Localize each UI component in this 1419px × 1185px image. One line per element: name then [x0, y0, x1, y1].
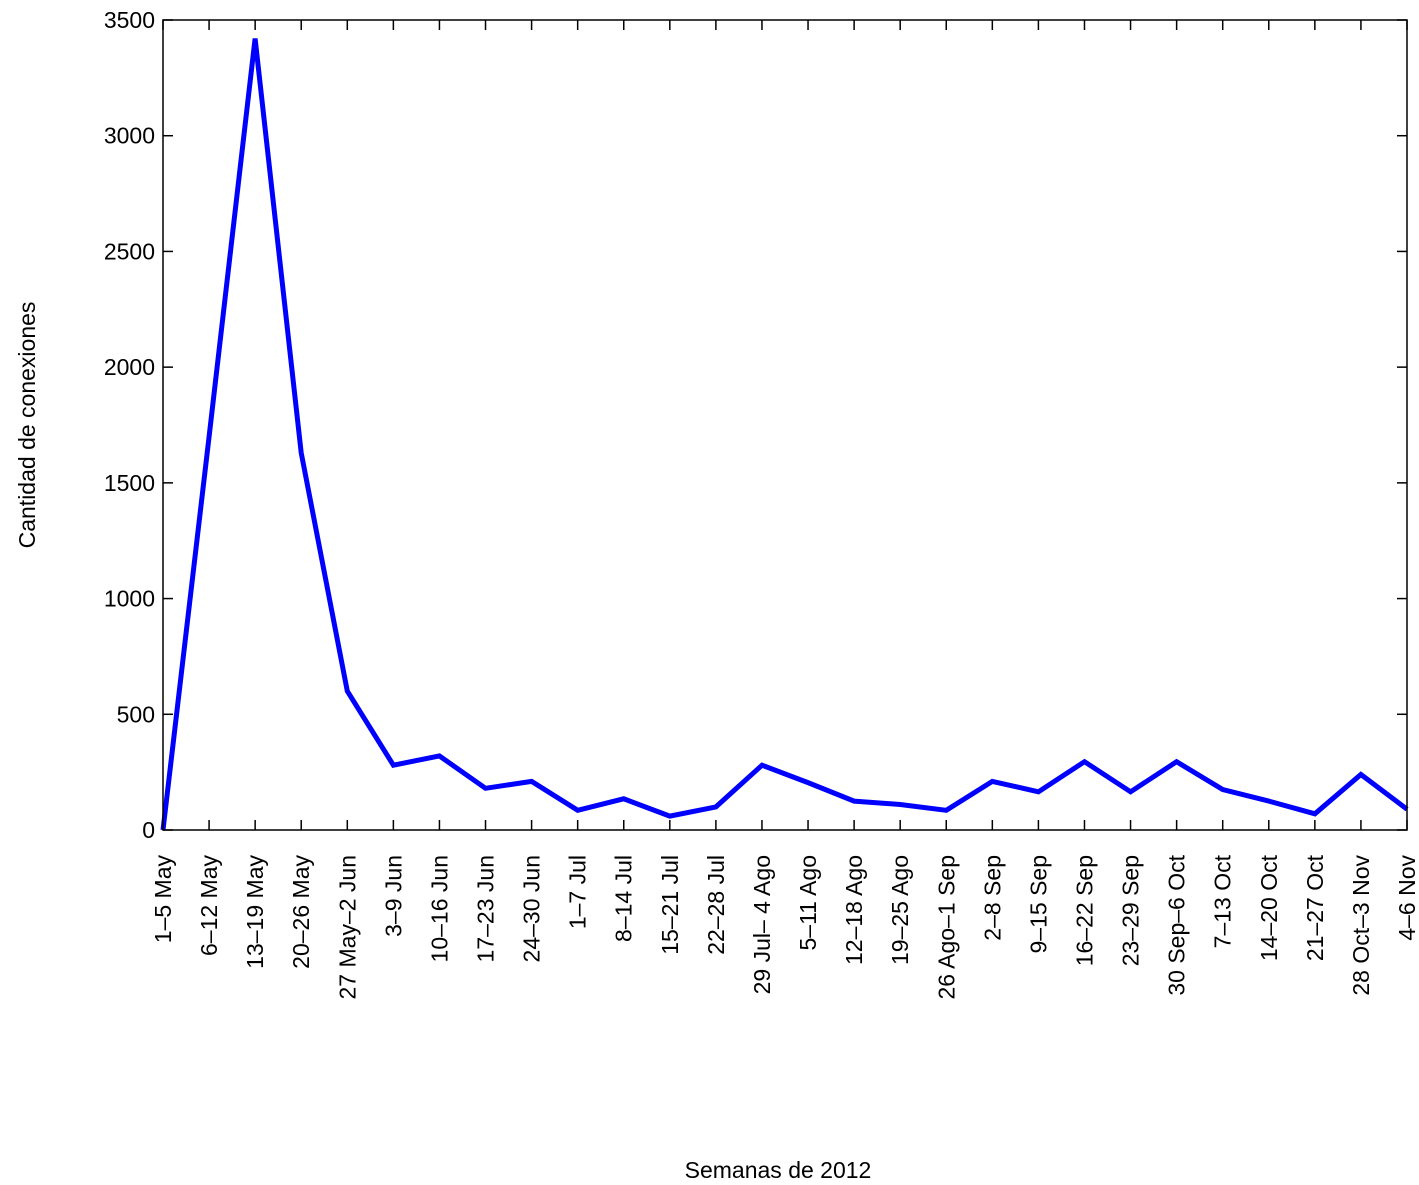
y-tick-label: 2500: [104, 238, 155, 264]
y-tick-label: 1000: [104, 586, 155, 612]
plot-frame: [162, 19, 1408, 831]
x-tick-label: 20–26 May: [288, 855, 314, 969]
y-tick-label: 1500: [104, 470, 155, 496]
plot-area: [163, 20, 1407, 830]
y-tick-label: 2000: [104, 354, 155, 380]
x-axis-title: Semanas de 2012: [685, 1157, 872, 1183]
y-tick-label: 0: [142, 817, 155, 843]
x-tick-label: 16–22 Sep: [1071, 855, 1097, 966]
y-tick-label: 500: [117, 701, 155, 727]
x-tick-label: 1–7 Jul: [565, 855, 591, 929]
x-tick-label: 8–14 Jul: [611, 855, 637, 942]
series-line-0: [160, 38, 1409, 831]
x-tick-label: 19–25 Ago: [887, 855, 913, 965]
x-tick-label: 12–18 Ago: [841, 855, 867, 965]
series-layer: [160, 38, 1409, 831]
x-axis-ticks: 1–5 May 6–12 May 13–19 May 20–26 May 27 May–…: [150, 20, 1419, 1000]
x-tick-label: 13–19 May: [242, 855, 268, 969]
x-tick-label: 21–27 Oct: [1302, 854, 1328, 961]
x-tick-label: 7–13 Oct: [1210, 854, 1236, 948]
x-tick-label: 15–21 Jul: [657, 855, 683, 955]
x-tick-label: 24–30 Jun: [519, 855, 545, 962]
x-tick-label: 3–9 Jun: [380, 855, 406, 937]
x-tick-label: 22–28 Jul: [703, 855, 729, 955]
x-tick-label: 4–6 Nov: [1394, 855, 1419, 941]
y-axis-ticks: 0 500 1000 1500 2000 2500 3000 3500: [104, 7, 1407, 843]
x-tick-label: 28 Oct–3 Nov: [1348, 855, 1374, 996]
x-tick-label: 23–29 Sep: [1118, 855, 1144, 966]
x-tick-label: 5–11 Ago: [795, 855, 821, 951]
x-tick-label: 29 Jul– 4 Ago: [749, 855, 775, 994]
x-tick-label: 30 Sep–6 Oct: [1164, 854, 1190, 995]
y-tick-label: 3500: [104, 7, 155, 33]
x-tick-label: 10–16 Jun: [426, 855, 452, 962]
x-tick-label: 1–5 May: [150, 855, 176, 944]
x-tick-label: 27 May–2 Jun: [334, 855, 360, 999]
x-tick-label: 14–20 Oct: [1256, 854, 1282, 961]
y-axis-title: Cantidad de conexiones: [14, 302, 40, 549]
x-tick-label: 6–12 May: [196, 855, 222, 957]
x-tick-label: 9–15 Sep: [1025, 855, 1051, 953]
x-tick-label: 17–23 Jun: [473, 855, 499, 962]
x-tick-label: 2–8 Sep: [979, 855, 1005, 941]
x-tick-label: 26 Ago–1 Sep: [933, 855, 959, 1000]
y-tick-label: 3000: [104, 123, 155, 149]
